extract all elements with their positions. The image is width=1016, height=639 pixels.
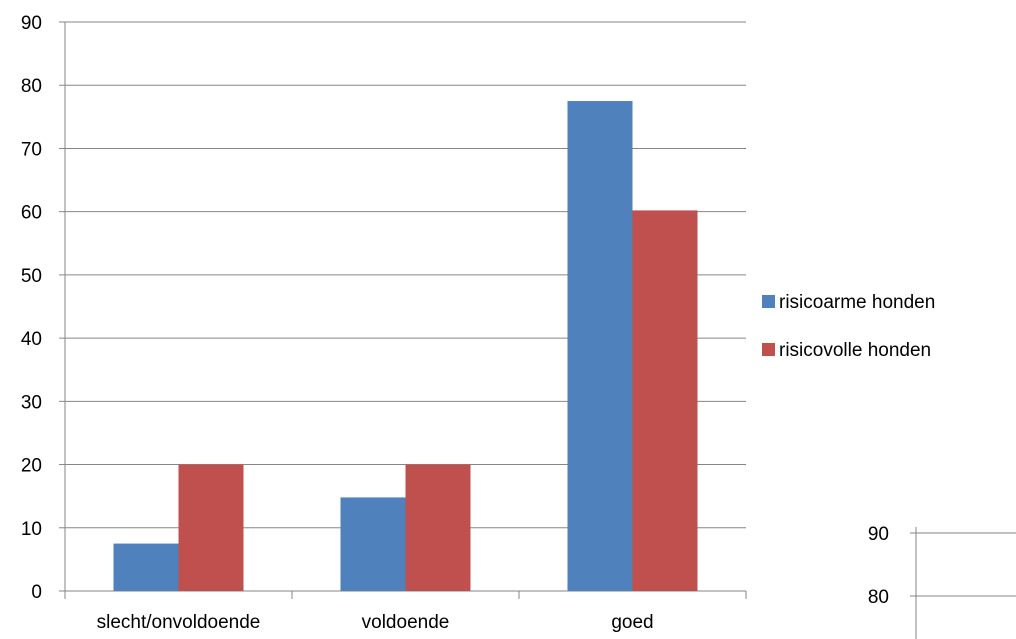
y-tick-label: 20 (21, 456, 42, 477)
y-tick-label: 30 (21, 392, 42, 413)
bar-risicovolle (632, 210, 698, 591)
legend-swatch (762, 343, 775, 356)
y-tick-label: 50 (21, 266, 42, 287)
partial-y-tick-label: 80 (868, 587, 889, 608)
y-tick-label: 90 (21, 13, 42, 34)
bar-risicoarme (567, 101, 633, 592)
y-tick-label: 40 (21, 329, 42, 350)
y-tick-label: 60 (21, 203, 42, 224)
bar-risicoarme (340, 497, 406, 591)
bar-risicovolle (178, 464, 244, 591)
y-tick-label: 10 (21, 519, 42, 540)
x-tick-label: goed (611, 612, 653, 633)
y-tick-label: 0 (31, 582, 42, 603)
bar-risicoarme (113, 543, 179, 591)
x-tick-label: slecht/onvoldoende (97, 612, 261, 633)
bar-risicovolle (405, 464, 471, 591)
legend-label: risicoarme honden (779, 292, 935, 313)
x-tick-label: voldoende (362, 612, 450, 633)
legend-label: risicovolle honden (779, 340, 931, 361)
y-tick-label: 80 (21, 76, 42, 97)
partial-y-tick-label: 90 (868, 524, 889, 545)
legend-swatch (762, 295, 775, 308)
y-tick-label: 70 (21, 139, 42, 160)
